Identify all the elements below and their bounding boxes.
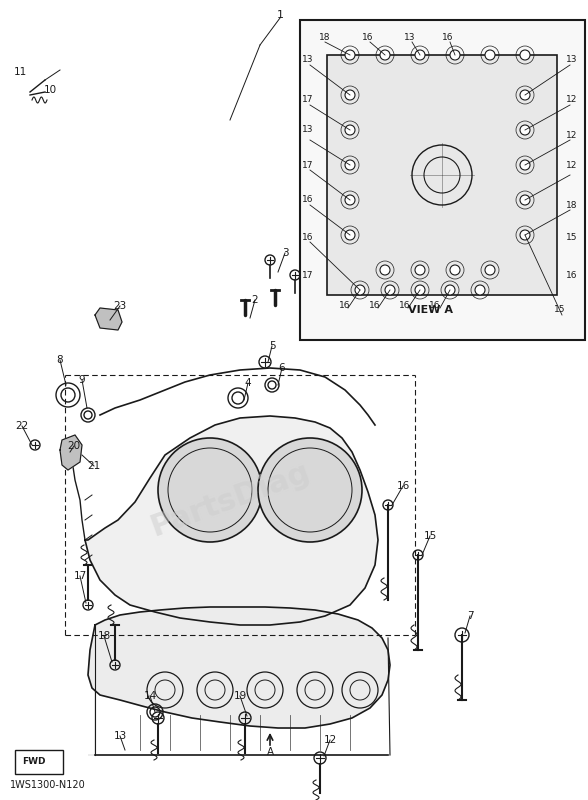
Text: 15: 15 [423,531,437,541]
Text: 13: 13 [302,55,314,65]
Text: 19: 19 [233,691,246,701]
Text: 5: 5 [269,341,275,351]
Circle shape [485,265,495,275]
Circle shape [520,90,530,100]
Text: 11: 11 [14,67,26,77]
Text: 16: 16 [302,195,314,205]
Text: 16: 16 [442,34,454,42]
Text: FWD: FWD [22,758,46,766]
Text: 9: 9 [79,375,85,385]
Text: 8: 8 [56,355,64,365]
Text: 3: 3 [282,248,288,258]
Bar [15,750,63,774]
Text: 4: 4 [245,378,251,388]
Text: 6: 6 [279,363,285,373]
Circle shape [345,50,355,60]
Text: 13: 13 [302,126,314,134]
Text: 13: 13 [405,34,416,42]
Text: 15: 15 [554,306,566,314]
Text: 23: 23 [113,301,126,311]
Circle shape [415,265,425,275]
Circle shape [380,50,390,60]
Text: 22: 22 [15,421,29,431]
Circle shape [520,230,530,240]
Text: 12: 12 [566,130,577,139]
Text: 1WS1300-N120: 1WS1300-N120 [10,780,86,790]
Bar [300,20,585,340]
Text: A: A [266,747,273,757]
Text: 18: 18 [566,201,578,210]
Circle shape [520,125,530,135]
Circle shape [355,285,365,295]
Text: 16: 16 [302,234,314,242]
Text: 13: 13 [566,55,578,65]
Text: 17: 17 [302,161,314,170]
Circle shape [380,265,390,275]
Text: 16: 16 [396,481,410,491]
Bar [327,55,557,295]
Polygon shape [95,308,122,330]
Polygon shape [88,607,390,755]
Text: 16: 16 [566,270,578,279]
Text: 10: 10 [44,85,56,95]
Circle shape [158,438,262,542]
Text: 16: 16 [369,301,381,310]
Text: PartsDiag: PartsDiag [146,458,314,542]
Text: 12: 12 [323,735,336,745]
Text: 18: 18 [98,631,111,641]
Text: 13: 13 [113,731,126,741]
Circle shape [450,265,460,275]
Text: 16: 16 [362,34,374,42]
Circle shape [345,125,355,135]
Text: 1: 1 [276,10,283,20]
Circle shape [415,50,425,60]
Circle shape [520,160,530,170]
Text: 12: 12 [566,95,577,105]
Text: 12: 12 [566,161,577,170]
Text: VIEW A: VIEW A [407,305,453,315]
Text: 20: 20 [68,441,81,451]
Circle shape [345,160,355,170]
Polygon shape [60,435,82,470]
Text: 17: 17 [74,571,86,581]
Text: 15: 15 [566,234,578,242]
Circle shape [415,285,425,295]
Circle shape [258,438,362,542]
Text: 21: 21 [88,461,101,471]
Circle shape [450,50,460,60]
Circle shape [520,195,530,205]
Circle shape [485,50,495,60]
Circle shape [345,195,355,205]
Text: 17: 17 [302,270,314,279]
Circle shape [520,50,530,60]
Text: 17: 17 [302,95,314,105]
Circle shape [345,230,355,240]
Circle shape [385,285,395,295]
Polygon shape [85,416,378,625]
Text: 16: 16 [429,301,441,310]
Circle shape [475,285,485,295]
Text: 16: 16 [339,301,351,310]
Text: 2: 2 [252,295,258,305]
Circle shape [445,285,455,295]
Circle shape [345,90,355,100]
Text: 16: 16 [399,301,411,310]
Text: 18: 18 [319,34,330,42]
Text: 7: 7 [467,611,473,621]
Text: 14: 14 [143,691,156,701]
